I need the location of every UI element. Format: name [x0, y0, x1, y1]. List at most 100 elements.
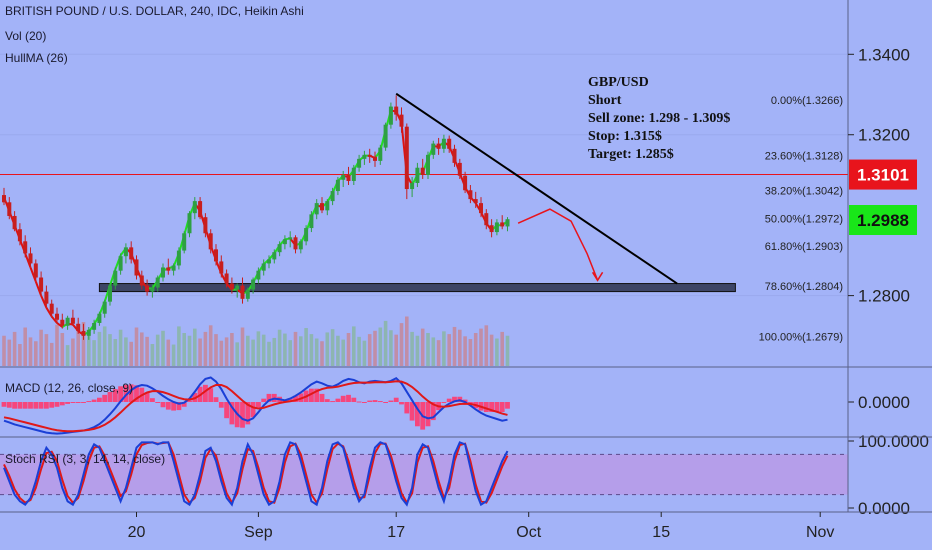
- volume-bar: [272, 337, 277, 366]
- time-tick-label: Sep: [244, 524, 273, 541]
- volume-bar: [44, 334, 49, 366]
- candle-body: [447, 138, 452, 149]
- candle: [23, 235, 28, 258]
- candle: [113, 267, 118, 290]
- current-price-label: 1.3101: [857, 166, 909, 185]
- macd-histogram-bar: [314, 388, 320, 402]
- macd-histogram-bar: [319, 393, 325, 402]
- projection-arrow-head: [591, 271, 604, 282]
- candle-body: [357, 158, 362, 168]
- fib-level-label: 100.00%(1.2679): [759, 331, 843, 343]
- candle: [436, 137, 441, 155]
- volume-bar: [367, 334, 372, 366]
- fib-level-label: 0.00%(1.3266): [771, 95, 843, 107]
- macd-histogram-bar: [367, 400, 373, 402]
- price-tick-label: 1.3400: [858, 45, 910, 64]
- candle: [463, 171, 468, 194]
- rsi-tick-label: 0.0000: [858, 499, 910, 518]
- volume-bar: [235, 342, 239, 366]
- stoch-rsi-d-line: [3, 441, 509, 505]
- volume-bar: [362, 340, 367, 366]
- volume-bar: [39, 329, 43, 366]
- candle: [102, 299, 107, 318]
- price-tick-label: 1.3200: [858, 126, 910, 145]
- macd-histogram-bar: [81, 402, 86, 403]
- candle-body: [267, 259, 271, 264]
- candle: [139, 270, 144, 290]
- candle-body: [108, 285, 112, 302]
- candle-body: [240, 285, 245, 299]
- volume-bar: [304, 328, 308, 366]
- macd-tick-label: 0.0000: [858, 393, 910, 412]
- volume-bar: [124, 337, 128, 366]
- candle: [367, 148, 372, 163]
- macd-histogram-bar: [107, 392, 113, 402]
- candle-body: [415, 167, 420, 183]
- candle-body: [468, 190, 473, 200]
- candle-body: [245, 289, 250, 299]
- candle: [282, 235, 287, 250]
- volume-bar: [447, 334, 451, 366]
- macd-histogram-bar: [65, 402, 70, 404]
- candle-body: [203, 217, 208, 234]
- candle: [468, 185, 473, 204]
- volume-bar: [2, 335, 6, 366]
- candle: [399, 107, 404, 133]
- candle-body: [404, 126, 409, 190]
- rsi-tick-label: 100.0000: [858, 432, 929, 451]
- volume-bar: [129, 341, 133, 366]
- macd-histogram-bar: [256, 402, 261, 408]
- candle-body: [441, 138, 446, 149]
- time-axis[interactable]: 20 Sep 17 Oct 15 Nov: [128, 512, 835, 541]
- candle-body: [155, 277, 160, 288]
- volume-bar: [7, 339, 12, 366]
- stoch-rsi-band: [0, 454, 848, 495]
- macd-histogram-bar: [462, 399, 468, 402]
- price-axis[interactable]: 1.3400 1.3200 1.2800 1.3101 1.2988: [848, 45, 917, 306]
- candle-body: [134, 259, 139, 276]
- macd-histogram-bar: [324, 399, 330, 402]
- candle: [431, 140, 436, 159]
- volume-bar: [352, 326, 356, 366]
- candle-body: [399, 114, 404, 127]
- candle-body: [293, 237, 298, 250]
- projection-arrow-path: [517, 208, 599, 281]
- candle-body: [92, 322, 97, 330]
- candle-body: [60, 319, 65, 326]
- macd-histogram-bar: [1, 402, 7, 407]
- candle-body: [473, 199, 478, 204]
- volume-bar: [336, 335, 340, 366]
- candle-body: [261, 263, 266, 271]
- candle: [76, 317, 81, 334]
- volume-bar: [150, 344, 155, 366]
- candle-body: [70, 317, 75, 324]
- candle-body: [304, 228, 309, 242]
- drawings: [395, 92, 678, 285]
- macd-histogram-bar: [430, 402, 436, 421]
- candle-body: [298, 241, 303, 250]
- macd-histogram-bar: [383, 402, 388, 403]
- candle-body: [7, 202, 12, 216]
- macd-pane: 0.0000: [1, 376, 910, 435]
- candle-body: [176, 250, 181, 266]
- candle-body: [479, 203, 483, 214]
- candle: [251, 277, 256, 294]
- macd-histogram-bar: [266, 393, 272, 402]
- macd-histogram-bar: [452, 396, 457, 402]
- macd-histogram-bar: [340, 395, 346, 402]
- macd-histogram-bar: [245, 402, 251, 425]
- volume-bar: [426, 333, 430, 366]
- candle-body: [251, 279, 256, 290]
- candle: [341, 170, 346, 188]
- candle: [28, 247, 33, 268]
- macd-histogram-bar: [102, 394, 108, 402]
- time-tick-label: 15: [652, 524, 670, 541]
- macd-histogram-bar: [208, 388, 214, 402]
- candle: [187, 211, 192, 238]
- stoch-rsi-pane: 100.0000 0.0000: [0, 432, 929, 518]
- volume-bar: [458, 329, 462, 366]
- candle: [123, 243, 128, 264]
- candle: [92, 319, 97, 334]
- volume-bar: [283, 333, 287, 366]
- candle: [198, 197, 203, 220]
